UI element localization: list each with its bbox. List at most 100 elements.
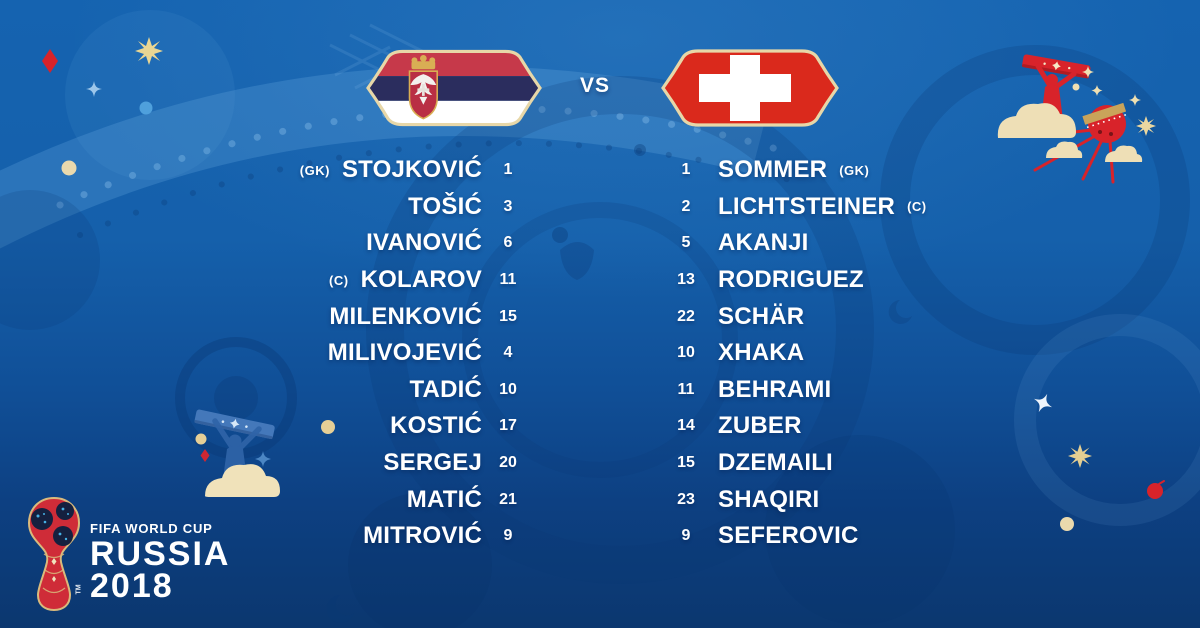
cloud-icon bbox=[205, 464, 280, 497]
player-row: 1 SOMMER (GK) bbox=[660, 152, 1090, 189]
player-name: DZEMAILI bbox=[718, 449, 833, 477]
player-row: SERGEJ 20 bbox=[0, 445, 534, 482]
player-name: TADIĆ bbox=[409, 375, 482, 403]
cream-dot-icon bbox=[1060, 517, 1074, 531]
trademark-label: TM bbox=[75, 584, 83, 595]
player-name: XHAKA bbox=[718, 339, 805, 367]
world-cup-branding: FIFA WORLD CUP RUSSIA 2018 bbox=[90, 521, 231, 605]
cloud-icon bbox=[1046, 141, 1083, 158]
player-name: SCHÄR bbox=[718, 302, 805, 330]
player-row: TOŠIĆ 3 bbox=[0, 189, 534, 226]
player-number: 21 bbox=[499, 490, 517, 508]
player-name: SEFEROVIC bbox=[718, 522, 859, 550]
home-lineup-list: (GK) STOJKOVIĆ 1 TOŠIĆ 3 IVANOVIĆ 6 (C) KOLAR… bbox=[0, 152, 534, 555]
player-number: 1 bbox=[681, 161, 691, 179]
cream-dot-icon bbox=[61, 160, 77, 176]
player-number: 23 bbox=[677, 490, 695, 508]
player-number: 9 bbox=[503, 527, 513, 545]
flag-bearer-icon bbox=[194, 409, 280, 497]
player-number: 15 bbox=[499, 307, 517, 325]
player-name: MATIĆ bbox=[406, 485, 482, 513]
player-row: (C) KOLAROV 11 bbox=[0, 262, 534, 299]
player-name: STOJKOVIĆ bbox=[341, 156, 482, 184]
red-banner-icon bbox=[1021, 54, 1091, 79]
away-lineup-list: 1 SOMMER (GK) 2 LICHTSTEINER (C) 5 AKANJI 13 R… bbox=[660, 152, 1090, 555]
player-name: AKANJI bbox=[718, 229, 809, 257]
player-row: TADIĆ 10 bbox=[0, 372, 534, 409]
cloud-icon bbox=[997, 103, 1076, 138]
player-row: IVANOVIĆ 6 bbox=[0, 225, 534, 262]
player-number: 14 bbox=[677, 417, 695, 435]
player-row: 5 AKANJI bbox=[660, 225, 1090, 262]
white-sparkle-icon bbox=[1033, 393, 1053, 413]
player-row: 15 DZEMAILI bbox=[660, 445, 1090, 482]
player-number: 11 bbox=[677, 380, 695, 398]
gold-sunburst-icon bbox=[1136, 116, 1156, 136]
player-number: 4 bbox=[503, 344, 513, 362]
player-number: 5 bbox=[681, 234, 691, 252]
host-country: RUSSIA bbox=[90, 535, 231, 573]
event-year: 2018 bbox=[90, 567, 174, 605]
blue-sparkle-icon bbox=[86, 81, 102, 97]
red-diamond-icon bbox=[200, 449, 210, 462]
player-row: 2 LICHTSTEINER (C) bbox=[660, 189, 1090, 226]
player-name: SHAQIRI bbox=[718, 485, 820, 513]
player-name: RODRIGUEZ bbox=[718, 266, 864, 294]
player-name: LICHTSTEINER bbox=[718, 192, 896, 220]
player-number: 11 bbox=[499, 271, 517, 289]
player-number: 22 bbox=[677, 307, 695, 325]
gold-dot-icon bbox=[195, 433, 207, 445]
sputnik-icon bbox=[1082, 102, 1127, 143]
player-number: 2 bbox=[681, 197, 691, 215]
player-name: MILIVOJEVIĆ bbox=[327, 339, 482, 367]
blue-sparkle-icon bbox=[255, 451, 271, 467]
player-row: 22 SCHÄR bbox=[660, 298, 1090, 335]
switzerland-flag-icon bbox=[661, 49, 839, 127]
cream-sparkles bbox=[1072, 66, 1141, 106]
player-name: TOŠIĆ bbox=[408, 192, 482, 220]
player-role-tag: (C) bbox=[329, 272, 349, 288]
cloud-icon bbox=[1105, 145, 1143, 162]
player-name: KOSTIĆ bbox=[390, 412, 482, 440]
decor-top-left bbox=[42, 37, 163, 176]
player-role-tag: (GK) bbox=[299, 162, 330, 178]
player-name: MITROVIĆ bbox=[363, 522, 482, 550]
player-row: 9 SEFEROVIC bbox=[660, 518, 1090, 555]
gold-sunburst-icon bbox=[135, 37, 163, 65]
blue-dot-icon bbox=[139, 101, 153, 115]
player-number: 6 bbox=[503, 234, 513, 252]
player-number: 15 bbox=[677, 454, 695, 472]
serbia-crest bbox=[408, 54, 438, 120]
player-number: 9 bbox=[681, 527, 691, 545]
player-name: KOLAROV bbox=[360, 266, 482, 294]
player-number: 3 bbox=[503, 197, 513, 215]
player-name: SOMMER bbox=[718, 156, 828, 184]
player-number: 17 bbox=[499, 417, 517, 435]
player-number: 20 bbox=[499, 454, 517, 472]
player-number: 10 bbox=[677, 344, 695, 362]
player-row: 14 ZUBER bbox=[660, 408, 1090, 445]
player-row: 11 BEHRAMI bbox=[660, 372, 1090, 409]
player-row: MILIVOJEVIĆ 4 bbox=[0, 335, 534, 372]
gold-sunburst-icon bbox=[1068, 444, 1092, 468]
player-name: MILENKOVIĆ bbox=[329, 302, 482, 330]
player-row: MITROVIĆ 9 bbox=[0, 518, 534, 555]
player-role-tag: (C) bbox=[907, 199, 927, 215]
player-row: MILENKOVIĆ 15 bbox=[0, 298, 534, 335]
player-row: (GK) STOJKOVIĆ 1 bbox=[0, 152, 534, 189]
player-number: 13 bbox=[677, 271, 695, 289]
player-name: SERGEJ bbox=[383, 449, 482, 477]
red-diamond-icon bbox=[42, 49, 58, 73]
player-name: IVANOVIĆ bbox=[366, 229, 482, 257]
player-row: 10 XHAKA bbox=[660, 335, 1090, 372]
player-name: ZUBER bbox=[718, 412, 802, 440]
player-name: BEHRAMI bbox=[718, 375, 832, 403]
player-row: 13 RODRIGUEZ bbox=[660, 262, 1090, 299]
event-title: FIFA WORLD CUP bbox=[90, 521, 213, 536]
red-dot-icon bbox=[1147, 480, 1165, 499]
player-number: 10 bbox=[499, 380, 517, 398]
decor-bottom-right bbox=[1033, 393, 1165, 531]
player-role-tag: (GK) bbox=[839, 162, 870, 178]
